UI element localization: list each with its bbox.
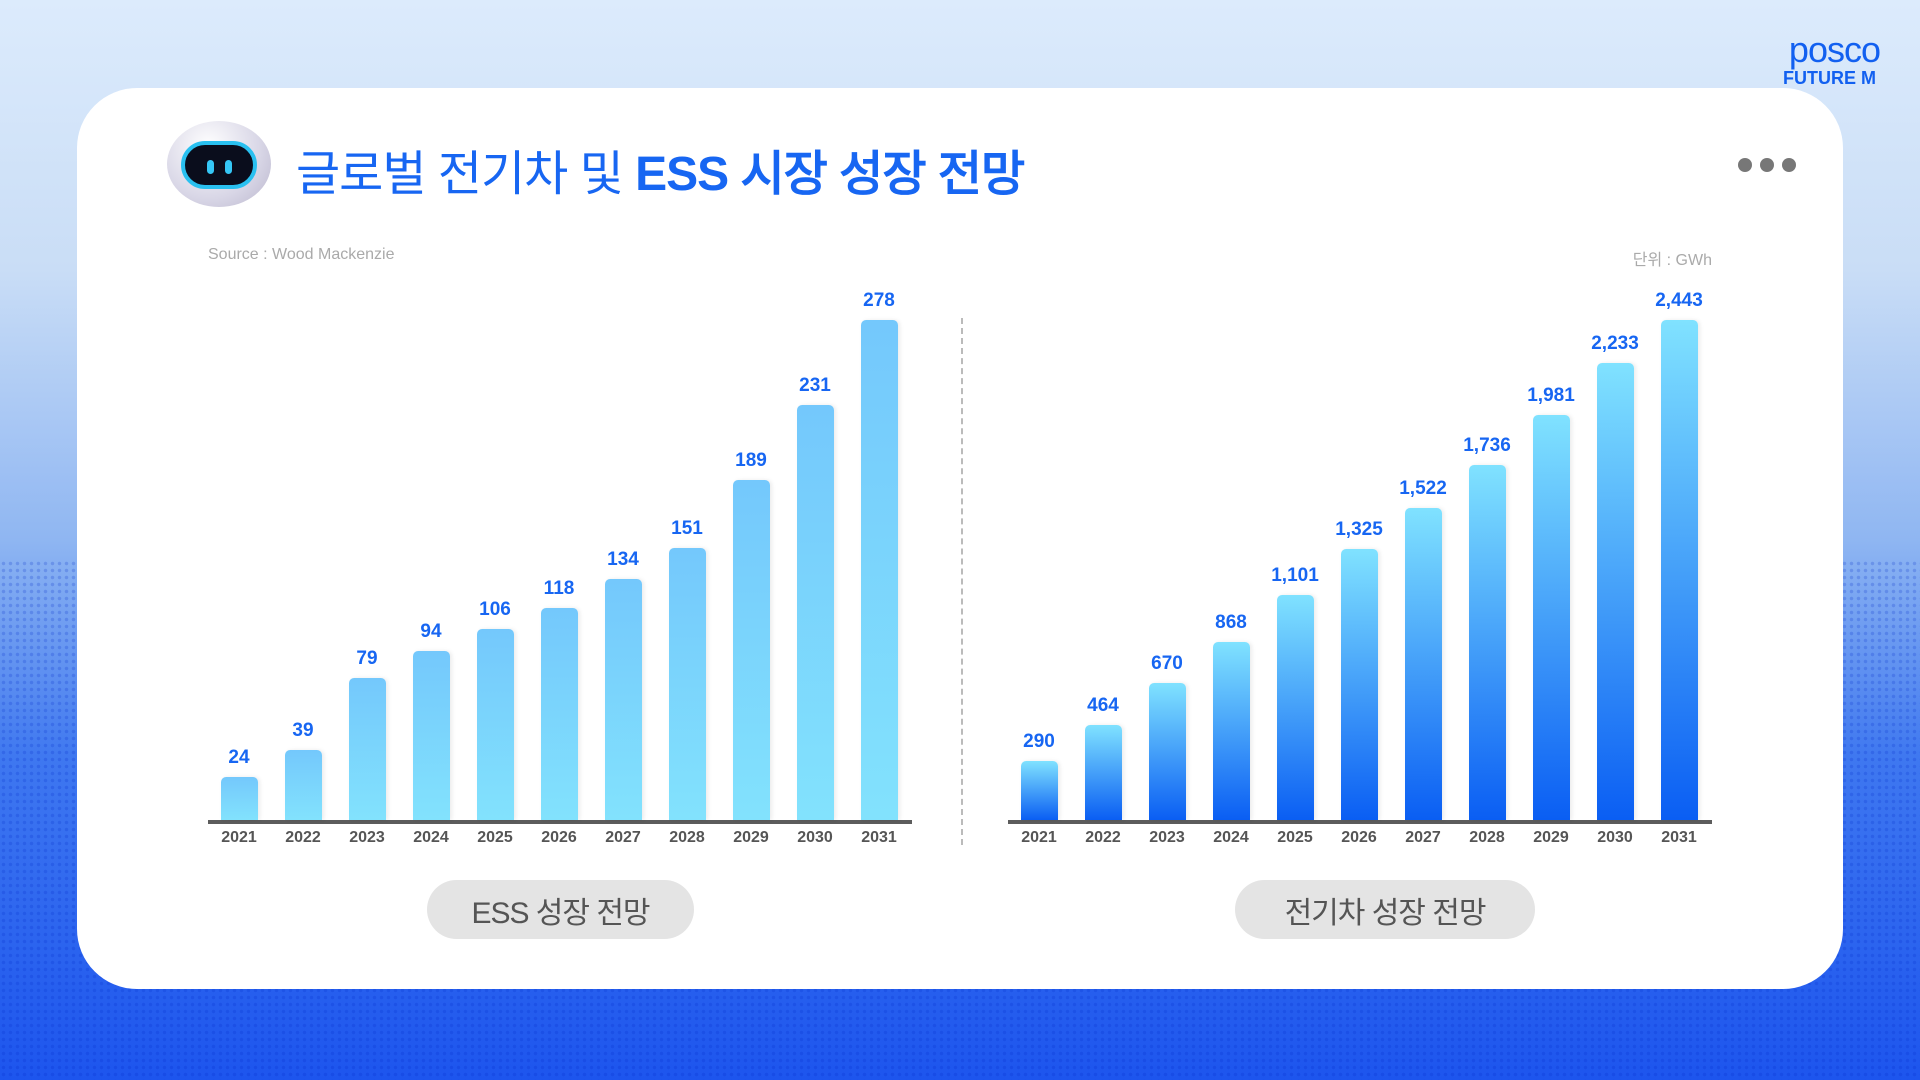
data-label: 231 [799, 374, 831, 396]
data-label: 94 [420, 620, 442, 642]
title-bold: ESS 시장 성장 전망 [635, 148, 1025, 201]
x-tick-label: 2030 [797, 829, 833, 846]
unit-note: 단위 : GWh [1632, 252, 1712, 269]
x-tick-label: 2027 [605, 829, 641, 846]
more-dots-icon[interactable] [1738, 158, 1796, 172]
data-label: 2,443 [1655, 290, 1703, 311]
data-label: 118 [543, 577, 575, 599]
bar-2030 [797, 404, 834, 820]
x-tick-label: 2031 [861, 829, 897, 846]
x-tick-label: 2029 [733, 829, 769, 846]
title-light: 글로벌 전기차 및 [296, 148, 636, 201]
data-label: 1,101 [1271, 564, 1319, 586]
bar-2029 [733, 480, 770, 820]
bar-2027 [605, 578, 642, 820]
data-label: 151 [671, 518, 703, 540]
bar-2021 [1021, 760, 1058, 820]
x-tick-label: 2025 [477, 829, 513, 846]
x-tick-label: 2030 [1597, 829, 1633, 846]
bar-2023 [1149, 682, 1186, 820]
bar-2022 [285, 749, 322, 820]
data-label: 134 [607, 548, 639, 570]
x-tick-label: 2026 [541, 829, 577, 846]
bar-2031 [861, 320, 898, 820]
bar-2028 [669, 548, 706, 820]
ess-chart: 24 2021 39 2022 79 2023 94 2024 106 2025 118 2026 13… [208, 280, 912, 860]
data-label: 290 [1023, 730, 1055, 752]
x-tick-label: 2026 [1341, 829, 1377, 846]
bar-2025 [477, 629, 514, 820]
data-label: 79 [356, 647, 378, 669]
x-tick-label: 2024 [1213, 829, 1249, 846]
data-label: 1,736 [1463, 434, 1511, 456]
data-label: 278 [863, 290, 895, 311]
posco-logo: posco FUTURE M [1783, 29, 1881, 89]
bar-2024 [1213, 642, 1250, 820]
data-label: 1,981 [1527, 384, 1575, 406]
data-label: 1,325 [1335, 518, 1383, 540]
data-label: 464 [1087, 695, 1119, 717]
bar-2028 [1469, 464, 1506, 820]
source-note: Source : Wood Mackenzie [208, 246, 395, 263]
robot-mascot-icon [167, 121, 271, 207]
bar-2023 [349, 677, 386, 820]
bar-2024 [413, 650, 450, 820]
x-tick-label: 2023 [349, 829, 385, 846]
logo-sub: FUTURE M [1783, 68, 1876, 88]
bar-2027 [1405, 508, 1442, 820]
x-tick-label: 2024 [413, 829, 449, 846]
bar-2029 [1533, 414, 1570, 820]
x-axis [1008, 820, 1712, 824]
data-label: 106 [479, 599, 511, 621]
bar-2026 [1341, 548, 1378, 820]
x-tick-label: 2029 [1533, 829, 1569, 846]
logo-name: posco [1788, 29, 1881, 70]
ev-chart: 290 2021 464 2022 670 2023 868 2024 1,101 2025 1,3… [1008, 280, 1712, 860]
data-label: 39 [292, 719, 314, 741]
data-label: 868 [1215, 612, 1247, 634]
page-title: 글로벌 전기차 및 ESS 시장 성장 전망 [296, 134, 1025, 204]
x-tick-label: 2023 [1149, 829, 1185, 846]
x-tick-label: 2022 [1085, 829, 1121, 846]
x-tick-label: 2022 [285, 829, 321, 846]
ev-chart-title[interactable]: 전기차 성장 전망 [1235, 880, 1535, 939]
data-label: 24 [228, 746, 250, 768]
data-label: 670 [1151, 652, 1183, 674]
chart-divider [961, 318, 963, 845]
data-label: 189 [735, 450, 767, 472]
x-tick-label: 2028 [669, 829, 705, 846]
x-tick-label: 2021 [1021, 829, 1057, 846]
data-label: 1,522 [1399, 478, 1447, 500]
x-tick-label: 2025 [1277, 829, 1313, 846]
data-label: 2,233 [1591, 332, 1639, 354]
bar-2022 [1085, 725, 1122, 820]
ess-chart-title[interactable]: ESS 성장 전망 [427, 880, 694, 939]
bar-2031 [1661, 320, 1698, 820]
x-tick-label: 2027 [1405, 829, 1441, 846]
x-tick-label: 2028 [1469, 829, 1505, 846]
x-tick-label: 2021 [221, 829, 257, 846]
bar-2021 [221, 776, 258, 820]
x-axis [208, 820, 912, 824]
x-tick-label: 2031 [1661, 829, 1697, 846]
bar-2026 [541, 607, 578, 820]
bar-2025 [1277, 594, 1314, 820]
bar-2030 [1597, 362, 1634, 820]
